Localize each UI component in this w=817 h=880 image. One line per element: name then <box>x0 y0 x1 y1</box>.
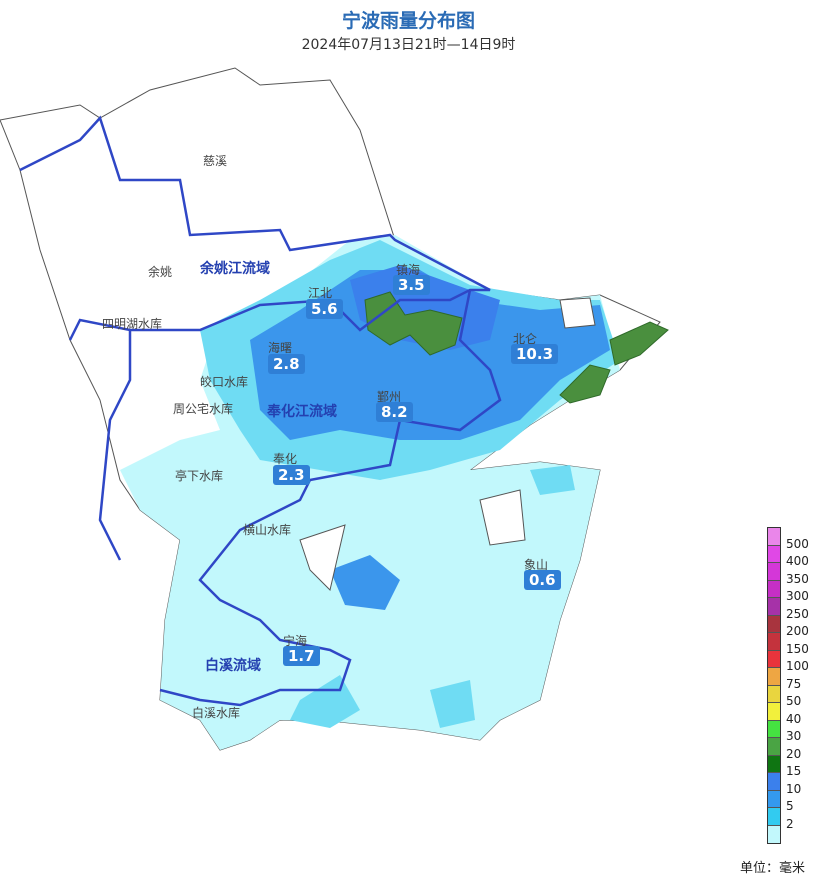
rain-zone-20mm <box>609 321 669 366</box>
region-label-ninghai: 宁海 <box>283 634 308 648</box>
legend-swatch <box>768 685 780 703</box>
legend-label: 2 <box>786 816 794 831</box>
reservoir-label: 皎口水库 <box>200 375 249 389</box>
reservoir-label: 白溪水库 <box>192 706 241 720</box>
legend-swatch <box>768 545 780 563</box>
legend-swatch <box>768 808 780 826</box>
basin-label-yuyaojiang: 余姚江流域 <box>200 261 270 277</box>
basin-boundary <box>98 330 132 561</box>
legend-swatch <box>768 598 780 616</box>
legend-swatch <box>768 790 780 808</box>
rain-value-fenghua: 2.3 <box>273 465 310 485</box>
region-label-cixi: 慈溪 <box>203 154 228 168</box>
island <box>559 297 596 329</box>
rain-zone-5mm <box>290 675 360 728</box>
legend-label: 300 <box>786 589 809 603</box>
basin-boundary <box>159 289 502 707</box>
rain-value-xiangshan: 0.6 <box>524 570 561 590</box>
basin-label-fenghuajiang: 奉化江流域 <box>267 404 337 420</box>
region-label-beilun: 北仑 <box>513 332 538 346</box>
legend-label: 250 <box>786 606 809 621</box>
map-subtitle: 2024年07月13日21时—14日9时 <box>301 37 516 53</box>
region-label-jiangbei: 江北 <box>308 286 333 300</box>
legend-swatch <box>768 773 780 791</box>
rain-value-zhenhai: 3.5 <box>393 275 430 295</box>
rain-zone-5mm <box>430 680 475 728</box>
legend-label: 10 <box>786 781 802 796</box>
legend-label: 50 <box>786 694 802 708</box>
legend-label: 5 <box>786 799 794 813</box>
legend-label: 15 <box>786 764 802 778</box>
basin-label-baixi: 白溪流域 <box>205 658 261 674</box>
legend-label: 150 <box>786 641 809 656</box>
reservoir-label: 亭下水库 <box>175 469 224 483</box>
region-label-fenghua: 奉化 <box>273 452 298 466</box>
rain-zone-5mm <box>530 465 575 495</box>
legend-unit: 单位：毫米 <box>740 861 806 876</box>
region-label-xiangshan: 象山 <box>524 558 549 572</box>
legend-swatch <box>768 650 780 668</box>
rain-value-jiangbei: 5.6 <box>306 299 343 319</box>
legend-swatch <box>768 668 780 686</box>
region-label-yuyao: 余姚 <box>148 265 173 279</box>
region-label-yinzhou: 鄞州 <box>377 390 402 404</box>
legend-label: 200 <box>786 624 809 638</box>
island <box>299 524 346 591</box>
legend-swatch <box>768 580 780 598</box>
legend-swatch <box>768 755 780 773</box>
legend-label: 100 <box>786 659 809 673</box>
legend-swatch <box>768 825 780 843</box>
legend-swatch <box>768 528 780 546</box>
legend-label: 75 <box>786 676 802 691</box>
region-label-zhenhai: 镇海 <box>396 263 421 277</box>
legend-swatch <box>768 615 780 633</box>
legend-label: 400 <box>786 554 809 568</box>
legend-label: 40 <box>786 711 802 726</box>
legend-swatch <box>768 738 780 756</box>
rain-zone-20mm <box>559 364 611 404</box>
rain-value-beilun: 10.3 <box>511 344 559 364</box>
map-title: 宁波雨量分布图 <box>341 10 475 32</box>
reservoir-label: 横山水库 <box>243 523 292 537</box>
reservoir-label: 周公宅水库 <box>173 402 234 416</box>
legend-swatch <box>768 720 780 738</box>
region-label-haishu: 海曙 <box>268 341 293 355</box>
legend-swatch <box>768 633 780 651</box>
rain-value-haishu: 2.8 <box>268 354 305 374</box>
legend-label: 20 <box>786 746 802 761</box>
legend-label: 350 <box>786 571 809 586</box>
island <box>479 489 526 546</box>
rain-value-ninghai: 1.7 <box>283 646 320 666</box>
rain-zone-10mm <box>330 555 400 610</box>
legend-swatch <box>768 703 780 721</box>
legend-label: 500 <box>786 536 809 551</box>
legend-swatch <box>768 563 780 581</box>
color-legend <box>767 527 781 844</box>
legend-label: 30 <box>786 729 802 743</box>
reservoir-label: 四明湖水库 <box>102 317 163 331</box>
basin-boundary <box>19 115 491 341</box>
rain-value-yinzhou: 8.2 <box>376 402 413 422</box>
